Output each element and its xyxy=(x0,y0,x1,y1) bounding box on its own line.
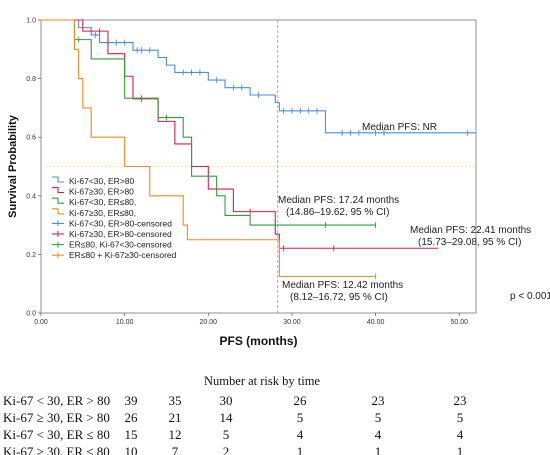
y-tick-label: 0.2 xyxy=(26,252,36,259)
risk-cell: 21 xyxy=(169,410,182,425)
legend-swatch-3 xyxy=(52,197,64,204)
risk-table: Number at risk by time Ki-67 < 30, ER > 8… xyxy=(3,374,467,455)
legend-label-2: Ki-67≥30, ER>80 xyxy=(69,187,134,197)
risk-cell: 1 xyxy=(297,444,304,455)
survival-curve-2 xyxy=(41,19,439,249)
risk-cell: 5 xyxy=(457,410,464,425)
risk-cell: 39 xyxy=(125,393,138,408)
annotation-4-line-1: Median PFS: 12.42 months xyxy=(282,280,403,291)
risk-cell: 1 xyxy=(457,444,464,455)
risk-cell: 7 xyxy=(172,444,179,455)
risk-cell: 14 xyxy=(220,410,234,425)
risk-cell: 26 xyxy=(294,393,308,408)
risk-cell: 23 xyxy=(454,393,467,408)
x-tick-label: 50.00 xyxy=(451,319,469,326)
x-tick-label: 30.00 xyxy=(283,319,301,326)
legend-swatch-1 xyxy=(52,176,64,183)
risk-cell: 5 xyxy=(297,410,304,425)
risk-row-label-2: Ki-67 ≥ 30, ER > 80 xyxy=(3,410,110,425)
legend-label-1: Ki-67<30, ER>80 xyxy=(69,176,134,186)
y-tick-label: 0.4 xyxy=(26,193,36,200)
risk-cell: 26 xyxy=(125,410,139,425)
annotation-5-line-1: p < 0.001 xyxy=(510,291,550,302)
annotation-2-line-2: (14.86–19.62, 95 % CI) xyxy=(286,207,389,218)
survival-curve-4 xyxy=(41,19,376,277)
legend-swatch-2 xyxy=(52,187,64,194)
y-tick-label: 0.8 xyxy=(26,76,36,83)
legend-censor-label-4: ER≤80 + Ki-67≥30-censored xyxy=(69,250,177,260)
legend-censor-label-1: Ki-67<30, ER>80-censored xyxy=(69,218,172,228)
y-tick-label: 0.0 xyxy=(26,311,36,318)
annotation-3-line-1: Median PFS: 22.41 months xyxy=(410,225,531,236)
risk-row-label-3: Ki-67 < 30, ER ≤ 80 xyxy=(3,427,110,442)
survival-curve-3 xyxy=(41,19,376,226)
risk-cell: 5 xyxy=(223,427,230,442)
risk-cell: 30 xyxy=(220,393,233,408)
axes: 0.00 10.00 20.00 30.00 40.00 50.00 0.0 0.2 0.4 0.… xyxy=(7,18,468,349)
y-axis-title: Survival Probability xyxy=(7,114,19,218)
legend-censor-label-3: ER≤80, Ki-67<30-censored xyxy=(69,240,172,250)
x-tick-label: 20.00 xyxy=(200,319,218,326)
risk-cell: 35 xyxy=(169,393,182,408)
risk-cell: 23 xyxy=(372,393,385,408)
risk-cell: 5 xyxy=(375,410,382,425)
legend-label-4: Ki-67≥30, ER≤80, xyxy=(69,208,136,218)
x-tick-label: 0.00 xyxy=(34,319,48,326)
risk-cell: 4 xyxy=(375,427,382,442)
x-tick-label: 40.00 xyxy=(367,319,385,326)
survival-curve-1 xyxy=(41,19,476,134)
annotation-2-line-1: Median PFS: 17.24 months xyxy=(278,195,399,206)
risk-cell: 4 xyxy=(297,427,304,442)
risk-table-title: Number at risk by time xyxy=(204,374,320,388)
risk-cell: 2 xyxy=(223,444,230,455)
x-tick-label: 10.00 xyxy=(116,319,134,326)
legend-swatch-4 xyxy=(52,208,64,215)
risk-row-label-4: Ki-67 ≥ 30, ER ≤ 80 xyxy=(3,444,110,455)
risk-cell: 12 xyxy=(169,427,182,442)
survival-curves xyxy=(41,19,476,280)
risk-cell: 1 xyxy=(375,444,382,455)
risk-cell: 15 xyxy=(125,427,138,442)
y-tick-label: 0.6 xyxy=(26,135,36,142)
y-tick-label: 1.0 xyxy=(26,18,36,25)
annotation-4-line-2: (8.12–16.72, 95 % CI) xyxy=(290,292,388,303)
annotation-3-line-2: (15.73–29.08, 95 % CI) xyxy=(418,237,521,248)
annotation-1-line-1: Median PFS: NR xyxy=(362,122,437,133)
risk-row-label-1: Ki-67 < 30, ER > 80 xyxy=(3,393,110,408)
reference-lines xyxy=(41,20,476,313)
risk-cell: 4 xyxy=(457,427,464,442)
legend-censor-label-2: Ki-67≥30, ER>80-censored xyxy=(69,229,172,239)
risk-cell: 10 xyxy=(125,444,138,455)
x-axis-title: PFS (months) xyxy=(220,334,298,348)
legend-label-3: Ki-67<30, ER≤80, xyxy=(69,197,136,207)
